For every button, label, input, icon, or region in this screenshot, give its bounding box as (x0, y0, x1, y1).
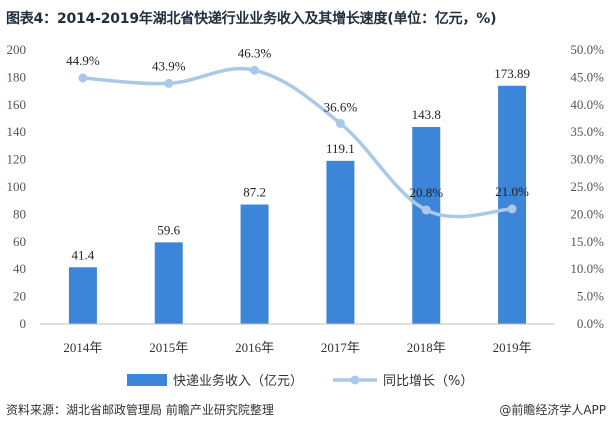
y-tick-label: 140 (7, 124, 27, 139)
y-tick-label: 20 (13, 289, 26, 304)
bar (154, 242, 183, 324)
legend-bar-swatch (127, 374, 167, 386)
y-tick-label: 100 (7, 179, 27, 194)
y2-tick-label: 50.0% (570, 42, 604, 57)
bar (412, 126, 441, 324)
growth-value-label: 21.0% (495, 184, 529, 199)
y2-tick-label: 45.0% (570, 69, 604, 84)
bar-value-label: 143.8 (412, 107, 441, 122)
legend-line-marker (350, 375, 360, 385)
bar-value-label: 41.4 (72, 247, 95, 262)
bar-value-label: 119.1 (326, 141, 355, 156)
bar-value-label: 173.89 (494, 66, 530, 81)
y-tick-label: 200 (7, 42, 27, 57)
growth-value-label: 44.9% (66, 53, 100, 68)
legend: 快递业务收入（亿元） 同比增长（%） (127, 373, 473, 389)
bar (68, 267, 97, 324)
right-axis: 0.0% 5.0% 10.0% 15.0% 20.0% 25.0% 30.0% 35.0% 40… (570, 42, 604, 331)
data-labels: 41.4 59.6 87.2 119.1 143.8 173.89 44.9% 43.9% 46… (66, 45, 530, 262)
growth-value-label: 43.9% (152, 58, 186, 73)
brand-credit: @前瞻经济学人APP (499, 403, 606, 417)
left-axis: 0 20 40 60 80 100 120 140 160 180 200 (7, 42, 27, 331)
y2-tick-label: 15.0% (570, 234, 604, 249)
x-tick-label: 2016年 (235, 340, 274, 355)
bar (240, 204, 269, 324)
legend-line-label: 同比增长（%） (383, 374, 473, 389)
growth-value-label: 46.3% (238, 45, 272, 60)
x-tick-label: 2018年 (407, 340, 446, 355)
legend-bar-label: 快递业务收入（亿元） (173, 373, 303, 389)
y2-tick-label: 5.0% (577, 289, 604, 304)
growth-point (421, 205, 431, 215)
growth-point (164, 78, 174, 88)
y-tick-label: 40 (13, 261, 26, 276)
growth-value-label: 20.8% (409, 185, 443, 200)
y2-tick-label: 30.0% (570, 152, 604, 167)
y2-tick-label: 0.0% (577, 316, 604, 331)
bar (326, 160, 355, 324)
y2-tick-label: 20.0% (570, 206, 604, 221)
x-tick-label: 2017年 (321, 340, 360, 355)
bar-series (68, 85, 527, 325)
y-tick-label: 80 (13, 206, 26, 221)
x-tick-label: 2014年 (63, 340, 102, 355)
growth-point (507, 204, 517, 214)
y-tick-label: 160 (7, 97, 27, 112)
bar-value-label: 59.6 (157, 222, 180, 237)
y-tick-label: 0 (20, 316, 27, 331)
x-axis: 2014年 2015年 2016年 2017年 2018年 2019年 (40, 323, 555, 355)
y-tick-label: 180 (7, 69, 27, 84)
source-note: 资料来源：湖北省邮政管理局 前瞻产业研究院整理 (6, 403, 274, 417)
chart-title: 图表4：2014-2019年湖北省快递行业业务收入及其增长速度(单位：亿元，%) (6, 11, 497, 27)
x-tick-label: 2019年 (493, 340, 532, 355)
growth-point (335, 118, 345, 128)
y-tick-label: 120 (7, 152, 27, 167)
growth-point (78, 73, 88, 83)
growth-point (250, 65, 260, 75)
growth-value-label: 36.6% (324, 99, 358, 114)
y2-tick-label: 40.0% (570, 97, 604, 112)
bar-value-label: 87.2 (243, 185, 266, 200)
growth-line (81, 66, 514, 219)
y2-tick-label: 35.0% (570, 124, 604, 139)
y2-tick-label: 10.0% (570, 261, 604, 276)
line-series (78, 65, 517, 219)
y-tick-label: 60 (13, 234, 26, 249)
y2-tick-label: 25.0% (570, 179, 604, 194)
x-tick-label: 2015年 (149, 340, 188, 355)
